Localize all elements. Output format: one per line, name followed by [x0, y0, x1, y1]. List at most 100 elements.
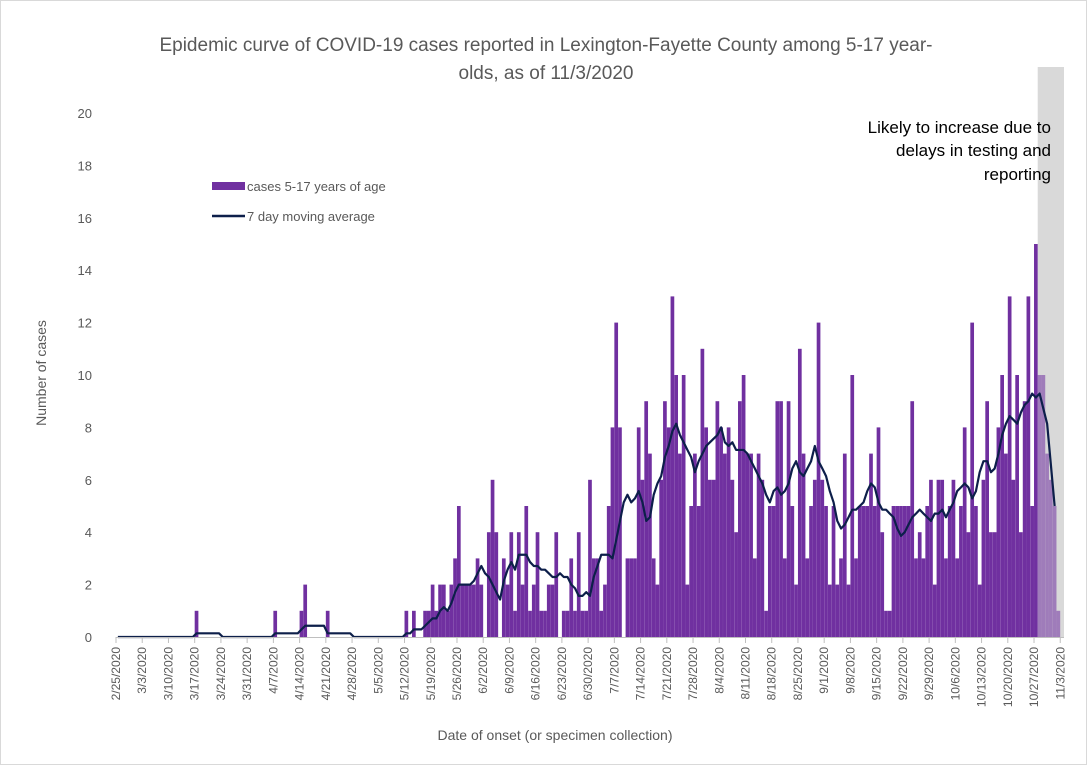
bar: [693, 453, 697, 637]
bar: [906, 506, 911, 637]
bar: [895, 506, 900, 637]
bar: [456, 506, 461, 637]
bar: [970, 322, 975, 637]
bar: [606, 506, 611, 637]
bar: [588, 479, 592, 637]
x-tick-label: 6/23/2020: [555, 647, 569, 701]
bar: [1015, 375, 1019, 637]
bar: [749, 453, 753, 637]
bar: [794, 584, 798, 637]
bar: [985, 401, 990, 637]
bar: [966, 532, 971, 637]
bar: [842, 453, 847, 637]
bar: [423, 610, 427, 637]
bar: [902, 506, 907, 637]
bar: [516, 532, 521, 637]
bar: [730, 479, 735, 637]
x-tick-label: 9/8/2020: [843, 647, 857, 694]
bar: [805, 558, 810, 637]
x-tick-label: 8/18/2020: [765, 647, 779, 701]
x-tick-label: 8/4/2020: [712, 647, 726, 694]
bar: [445, 610, 450, 637]
bar: [944, 558, 948, 637]
bar: [1056, 610, 1061, 637]
bar: [846, 584, 851, 637]
bar: [524, 506, 529, 637]
bar: [468, 584, 472, 637]
bar: [633, 558, 637, 637]
bar: [1037, 375, 1042, 637]
bar: [1045, 453, 1049, 637]
bar: [591, 558, 596, 637]
bar: [584, 610, 589, 637]
bar: [932, 584, 937, 637]
bar: [678, 453, 682, 637]
bar: [715, 401, 720, 637]
x-tick-label: 7/28/2020: [686, 647, 700, 701]
bar: [801, 453, 806, 637]
bar: [921, 558, 926, 637]
bar: [756, 453, 761, 637]
bar: [816, 322, 821, 637]
bar: [528, 610, 532, 637]
bar: [708, 479, 712, 637]
x-tick-label: 2/25/2020: [109, 647, 123, 701]
x-tick-label: 6/2/2020: [476, 647, 490, 694]
bar: [1030, 506, 1034, 637]
bar: [430, 584, 435, 637]
bar: [880, 532, 885, 637]
x-tick-label: 10/13/2020: [975, 647, 989, 707]
bar: [767, 506, 772, 637]
bar: [663, 401, 667, 637]
bar: [790, 506, 795, 637]
chart-title-line-1: Epidemic curve of COVID-19 cases reporte…: [159, 35, 932, 56]
bar: [977, 584, 982, 637]
bar: [509, 532, 514, 637]
y-tick-label: 2: [85, 578, 92, 593]
bar: [681, 375, 686, 637]
bar: [479, 584, 484, 637]
bar: [610, 427, 615, 637]
bar: [1019, 532, 1023, 637]
x-tick-label: 9/15/2020: [870, 647, 884, 701]
bar: [505, 584, 510, 637]
x-tick-label: 4/21/2020: [319, 647, 333, 701]
bar: [854, 558, 858, 637]
y-tick-label: 16: [78, 211, 92, 226]
bar: [989, 532, 993, 637]
bar: [603, 584, 607, 637]
x-tick-label: 9/29/2020: [922, 647, 936, 701]
bar: [325, 610, 330, 637]
bar: [824, 506, 828, 637]
bar: [629, 558, 634, 637]
bar: [820, 479, 825, 637]
bar: [857, 506, 862, 637]
bar: [992, 532, 997, 637]
bar: [745, 453, 750, 637]
bar: [573, 610, 577, 637]
bar: [475, 558, 480, 637]
bar-series-cases: [194, 244, 1061, 637]
x-tick-label: 11/3/2020: [1053, 647, 1067, 700]
legend: cases 5-17 years of age 7 day moving ave…: [212, 179, 386, 224]
bar: [1000, 375, 1004, 637]
bar: [565, 610, 570, 637]
legend-label-cases: cases 5-17 years of age: [247, 179, 386, 194]
bar: [460, 584, 465, 637]
bar: [734, 532, 738, 637]
bar: [704, 427, 708, 637]
y-tick-label: 8: [85, 420, 92, 435]
bar: [1034, 244, 1038, 637]
bar: [674, 375, 679, 637]
bar: [865, 506, 870, 637]
y-tick-label: 12: [78, 316, 92, 331]
bar: [925, 506, 930, 637]
bar: [412, 610, 416, 637]
bar: [273, 610, 278, 637]
bar: [779, 401, 783, 637]
bar: [827, 584, 832, 637]
bar: [899, 506, 903, 637]
x-tick-label: 6/16/2020: [529, 647, 543, 701]
bar: [959, 506, 963, 637]
x-tick-label: 3/31/2020: [240, 647, 254, 701]
